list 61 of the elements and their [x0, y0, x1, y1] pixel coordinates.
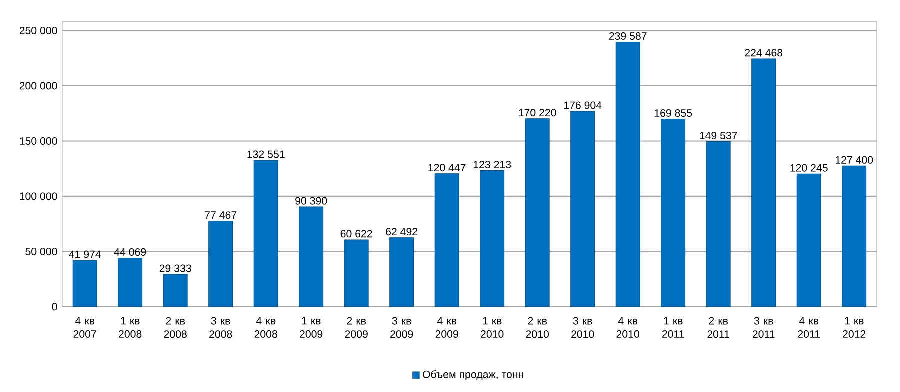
bar — [344, 240, 369, 308]
data-label: 77 467 — [205, 212, 237, 220]
y-tick-label: 200 000 — [20, 82, 58, 90]
legend-label: Объем продаж, тонн — [422, 370, 524, 381]
bar — [434, 174, 460, 308]
data-label: 29 333 — [160, 264, 192, 272]
bar — [706, 142, 731, 308]
x-tick-label: 2 кв 2011 — [708, 317, 730, 338]
x-tick-label: 2 кв 2009 — [345, 317, 368, 338]
bar — [299, 206, 324, 308]
x-tick-label: 3 кв 2008 — [210, 317, 232, 338]
data-label: 169 855 — [654, 110, 692, 118]
bar — [480, 170, 505, 308]
y-tick-label: 150 000 — [20, 138, 58, 146]
y-tick-label: 0 — [52, 303, 58, 311]
y-tick-label: 250 000 — [20, 27, 58, 35]
y-tick-label: 50 000 — [26, 248, 58, 256]
bar — [570, 111, 596, 308]
x-tick-label: 4 кв 2008 — [254, 317, 278, 338]
x-tick-label: 1 кв 2011 — [662, 317, 684, 338]
x-tick-label: 4 кв 2011 — [798, 317, 820, 338]
x-tick-label: 3 кв 2010 — [572, 317, 594, 338]
bar — [118, 258, 143, 308]
x-tick-label: 3 кв 2009 — [390, 317, 414, 338]
bar — [390, 238, 414, 308]
x-tick-label: 1 кв 2012 — [843, 317, 866, 338]
x-tick-label: 4 кв 2009 — [436, 317, 458, 338]
bar — [842, 166, 867, 308]
data-label: 239 587 — [609, 32, 647, 40]
data-label: 123 213 — [474, 161, 512, 169]
data-label: 44 069 — [114, 248, 146, 256]
x-tick-label: 4 кв 2007 — [74, 317, 96, 338]
data-label: 176 904 — [564, 102, 602, 110]
x-tick-label: 1 кв 2010 — [481, 317, 504, 338]
bar — [752, 58, 776, 308]
data-label: 62 492 — [386, 228, 418, 236]
bar — [796, 174, 822, 308]
data-label: 132 551 — [248, 150, 285, 158]
data-label: 149 537 — [700, 132, 738, 140]
data-label: 60 622 — [340, 230, 372, 238]
data-label: 120 245 — [790, 164, 828, 172]
x-tick-label: 1 кв 2009 — [300, 317, 323, 338]
x-tick-label: 3 кв 2011 — [752, 317, 775, 338]
bar — [661, 119, 686, 308]
y-tick-label: 100 000 — [20, 192, 58, 200]
x-tick-label: 2 кв 2010 — [526, 317, 549, 338]
data-label: 90 390 — [296, 197, 328, 205]
data-label: 170 220 — [519, 109, 556, 117]
data-label: 41 974 — [69, 250, 102, 258]
x-tick-label: 4 кв 2010 — [616, 317, 640, 338]
data-label: 120 447 — [428, 164, 466, 172]
bar — [208, 221, 234, 308]
x-tick-label: 2 кв 2008 — [164, 317, 187, 338]
x-tick-label: 1 кв 2008 — [119, 317, 142, 338]
bar — [525, 118, 550, 308]
bar — [163, 274, 188, 308]
bar — [72, 260, 98, 308]
bar — [616, 42, 640, 308]
bar — [254, 160, 278, 308]
data-label: 127 400 — [836, 156, 874, 164]
data-label: 224 468 — [745, 49, 783, 57]
